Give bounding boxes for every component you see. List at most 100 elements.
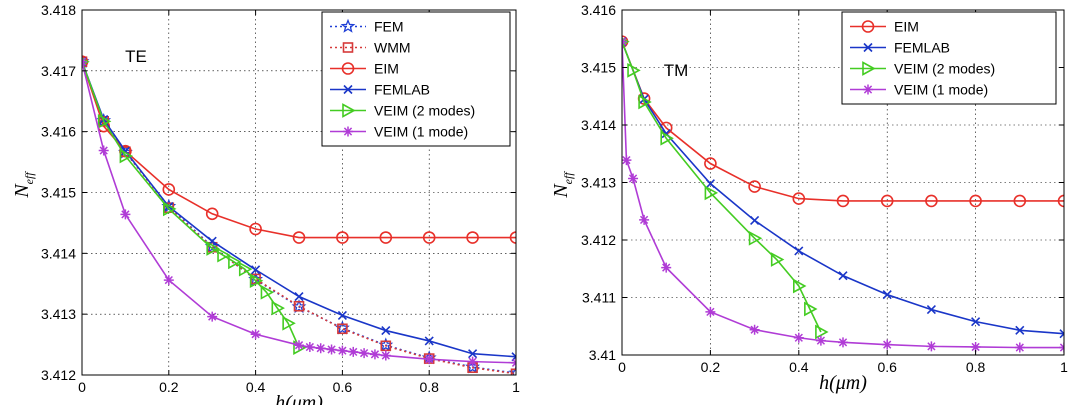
plot-area — [622, 35, 1064, 353]
y-axis-label-main: N — [550, 183, 572, 199]
data-point-veim-1-mode — [661, 262, 672, 273]
data-point-veim-2-modes — [238, 261, 253, 277]
x-tick-label: 0.4 — [789, 359, 809, 375]
series-line-veim-2-modes — [622, 41, 822, 333]
data-point-femlab — [424, 336, 434, 346]
data-point-femlab — [971, 317, 981, 327]
series-line-veim-2-modes — [82, 61, 300, 348]
data-point-veim-1-mode — [705, 306, 716, 317]
y-axis-label: Neff — [11, 171, 36, 199]
data-point-veim-1-mode — [838, 337, 848, 348]
data-point-femlab — [882, 290, 892, 300]
data-point-wmm — [380, 340, 392, 352]
data-point-veim-1-mode — [369, 349, 380, 360]
y-axis-label-main: N — [11, 183, 33, 199]
data-point-veim-1-mode — [250, 329, 261, 340]
data-point-veim-2-modes — [119, 148, 134, 164]
series-line-veim-1-mode — [82, 61, 516, 364]
data-point-veim-1-mode — [793, 332, 804, 343]
data-point-wmm — [337, 323, 348, 335]
legend-swatch-marker — [863, 42, 873, 53]
legend-label: WMM — [374, 40, 411, 56]
series-veim-2-modes — [622, 37, 829, 340]
te-panel: 0 0.2 0.4 0.6 0.8 1 3.412 3.413 3.414 3.415 3.416 3… — [11, 2, 520, 405]
data-point-veim-1-mode — [315, 343, 326, 354]
data-point-veim-2-modes — [660, 130, 674, 146]
data-point-veim-1-mode — [749, 324, 760, 335]
legend-swatch-marker — [861, 20, 875, 33]
data-point-veim-1-mode — [467, 356, 478, 367]
data-point-veim-1-mode — [628, 173, 639, 184]
data-point-eim — [162, 183, 176, 196]
y-tick-label: 3.417 — [41, 63, 76, 79]
legend-entry-veim-2-modes: VEIM (2 modes) — [850, 61, 995, 77]
legend-label: EIM — [894, 19, 919, 35]
data-point-veim-2-modes — [163, 201, 177, 217]
ticks: 0 0.2 0.4 0.6 0.8 1 3.412 3.413 3.414 3.415 3.416 3… — [41, 2, 520, 395]
y-tick-label: 3.412 — [41, 367, 76, 383]
y-axis-label: Neff — [550, 171, 575, 199]
data-point-veim-2-modes — [704, 185, 719, 201]
legend-entry-veim-2-modes: VEIM (2 modes) — [330, 103, 475, 119]
data-point-femlab — [926, 305, 936, 315]
x-tick-label: 1 — [512, 379, 520, 395]
legend-label: VEIM (2 modes) — [374, 103, 475, 119]
y-tick-label: 3.411 — [582, 290, 616, 306]
data-point-veim-1-mode — [926, 341, 937, 352]
y-tick-label: 3.413 — [41, 306, 76, 322]
data-point-veim-2-modes — [770, 252, 785, 267]
y-tick-label: 3.413 — [581, 175, 616, 191]
legend-label: FEMLAB — [894, 40, 950, 56]
legend-label: FEM — [374, 19, 404, 35]
data-point-femlab — [1015, 325, 1025, 335]
data-point-eim — [336, 231, 349, 244]
x-tick-label: 0.2 — [159, 379, 179, 395]
data-point-veim-2-modes — [228, 254, 242, 270]
data-point-veim-2-modes — [638, 94, 652, 110]
x-tick-label: 0 — [618, 359, 626, 375]
data-point-veim-2-modes — [804, 301, 818, 317]
data-point-veim-1-mode — [337, 345, 348, 356]
series-veim-1-mode — [622, 36, 1064, 353]
data-point-veim-2-modes — [97, 113, 112, 129]
legend-entry-wmm: WMM — [330, 40, 411, 56]
data-point-wmm — [510, 368, 516, 375]
data-point-veim-1-mode — [304, 342, 315, 353]
data-point-femlab — [838, 271, 848, 281]
data-point-eim — [1013, 194, 1027, 208]
data-point-eim — [249, 222, 262, 236]
x-tick-label: 0.6 — [333, 379, 353, 395]
legend-swatch-marker — [863, 84, 873, 95]
legend-entry-eim: EIM — [850, 19, 919, 35]
legend-box — [841, 11, 1057, 105]
data-point-eim — [466, 231, 479, 244]
data-point-veim-2-modes — [206, 241, 220, 256]
data-point-femlab — [750, 215, 760, 226]
series-veim-2-modes — [82, 57, 307, 355]
data-point-veim-1-mode — [294, 340, 304, 351]
legend-entry-veim-1-mode: VEIM (1 mode) — [330, 124, 468, 140]
data-point-femlab — [381, 326, 391, 336]
data-point-eim — [925, 194, 938, 208]
y-tick-label: 3.415 — [581, 60, 616, 76]
data-point-veim-1-mode — [359, 348, 370, 359]
y-axis-label-subscript: eff — [22, 171, 36, 185]
series-veim-1-mode — [82, 56, 516, 368]
data-point-veim-1-mode — [207, 311, 218, 322]
y-tick-label: 3.416 — [41, 124, 76, 140]
x-tick-label: 0.8 — [419, 379, 439, 395]
data-point-wmm — [293, 300, 305, 312]
data-point-eim — [704, 157, 717, 170]
data-point-veim-1-mode — [326, 344, 337, 355]
legend-label: FEMLAB — [374, 82, 430, 98]
data-point-eim — [509, 231, 516, 244]
data-point-veim-1-mode — [380, 350, 391, 361]
data-point-femlab — [1059, 329, 1064, 339]
legend-swatch-marker — [343, 126, 353, 137]
legend-swatch-marker — [342, 42, 354, 53]
data-point-veim-1-mode — [424, 354, 435, 365]
data-point-eim — [748, 180, 761, 193]
data-point-veim-2-modes — [627, 63, 641, 78]
data-point-veim-2-modes — [282, 315, 296, 331]
legend-entry-femlab: FEMLAB — [850, 40, 950, 56]
